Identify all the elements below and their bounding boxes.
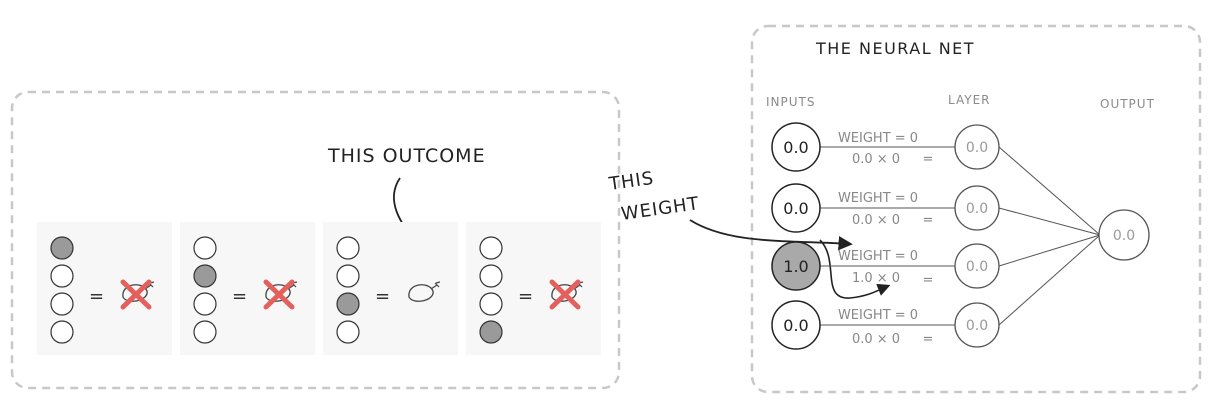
layer-value: 0.0 bbox=[966, 140, 988, 156]
output-node bbox=[1098, 209, 1150, 261]
cross-mark-icon bbox=[263, 279, 295, 310]
weight-label: WEIGHT = 0 bbox=[838, 191, 918, 206]
right-frame bbox=[750, 24, 1202, 394]
weight-label: WEIGHT = 0 bbox=[838, 131, 918, 146]
input-dot-active bbox=[50, 236, 74, 260]
input-dot bbox=[193, 292, 217, 316]
outcome-cases: = = = = bbox=[37, 222, 601, 355]
input-dot bbox=[479, 264, 503, 288]
input-node bbox=[771, 122, 821, 172]
input-dot bbox=[50, 320, 74, 344]
outcome-case: = bbox=[323, 222, 458, 355]
input-value: 0.0 bbox=[783, 316, 808, 335]
input-node bbox=[771, 241, 821, 291]
outcome-case: = bbox=[466, 222, 601, 355]
input-dot bbox=[193, 236, 217, 260]
input-dot bbox=[336, 264, 360, 288]
input-dot bbox=[336, 320, 360, 344]
weight-annotation-line2: WEIGHT bbox=[620, 193, 701, 225]
inputs-header: INPUTS bbox=[766, 95, 815, 109]
left-frame bbox=[10, 90, 621, 390]
product-label: 0.0 × 0 bbox=[852, 213, 900, 228]
equals-sign: = bbox=[89, 286, 104, 307]
input-node bbox=[771, 183, 821, 233]
neural-network: 0.0 WEIGHT = 0 0.0 × 0 = 0.0 0.0 WEIGHT = 0 0.0… bbox=[771, 122, 1150, 350]
chicken-icon bbox=[408, 281, 441, 302]
input-dot-active bbox=[479, 320, 503, 344]
weight-label: WEIGHT = 0 bbox=[838, 308, 918, 323]
product-equals: = bbox=[923, 213, 934, 228]
layer-value: 0.0 bbox=[966, 201, 988, 217]
input-value: 0.0 bbox=[783, 138, 808, 157]
product-equals: = bbox=[923, 332, 934, 347]
product-label: 1.0 × 0 bbox=[852, 271, 900, 286]
product-label: 0.0 × 0 bbox=[852, 332, 900, 347]
network-title: THE NEURAL NET bbox=[815, 39, 975, 58]
input-dot bbox=[50, 264, 74, 288]
input-dot bbox=[479, 236, 503, 260]
input-dot bbox=[336, 236, 360, 260]
input-dot-active bbox=[336, 292, 360, 316]
output-connection bbox=[998, 207, 1101, 236]
layer-node bbox=[954, 185, 1000, 231]
weight-annotation-line1: THIS bbox=[607, 168, 656, 195]
equals-sign: = bbox=[375, 286, 390, 307]
output-connection bbox=[998, 146, 1101, 236]
weight-arrow-2 bbox=[819, 239, 891, 299]
layer-node bbox=[954, 302, 1000, 348]
output-connection bbox=[998, 234, 1101, 267]
layer-header: LAYER bbox=[948, 93, 991, 107]
input-value: 0.0 bbox=[783, 199, 808, 218]
output-connection bbox=[998, 234, 1101, 326]
outcome-case: = bbox=[37, 222, 172, 355]
cross-mark-icon bbox=[549, 279, 581, 310]
input-dot bbox=[479, 292, 503, 316]
outcome-annotation: THIS OUTCOME bbox=[327, 145, 486, 167]
input-dot bbox=[50, 292, 74, 316]
outcome-case: = bbox=[180, 222, 315, 355]
output-value: 0.0 bbox=[1113, 228, 1135, 244]
product-equals: = bbox=[923, 273, 934, 288]
layer-value: 0.0 bbox=[966, 318, 988, 334]
input-dot bbox=[193, 320, 217, 344]
input-value: 1.0 bbox=[783, 257, 808, 276]
weight-arrow-1 bbox=[689, 219, 853, 251]
product-equals: = bbox=[923, 152, 934, 167]
cross-mark-icon bbox=[120, 279, 152, 310]
product-label: 0.0 × 0 bbox=[852, 152, 900, 167]
weight-label: WEIGHT = 0 bbox=[838, 249, 918, 264]
layer-node bbox=[954, 124, 1000, 170]
input-node bbox=[771, 300, 821, 350]
output-header: OUTPUT bbox=[1100, 97, 1155, 111]
layer-value: 0.0 bbox=[966, 259, 988, 275]
equals-sign: = bbox=[232, 286, 247, 307]
equals-sign: = bbox=[518, 286, 533, 307]
input-dot-active bbox=[193, 264, 217, 288]
layer-node bbox=[954, 243, 1000, 289]
